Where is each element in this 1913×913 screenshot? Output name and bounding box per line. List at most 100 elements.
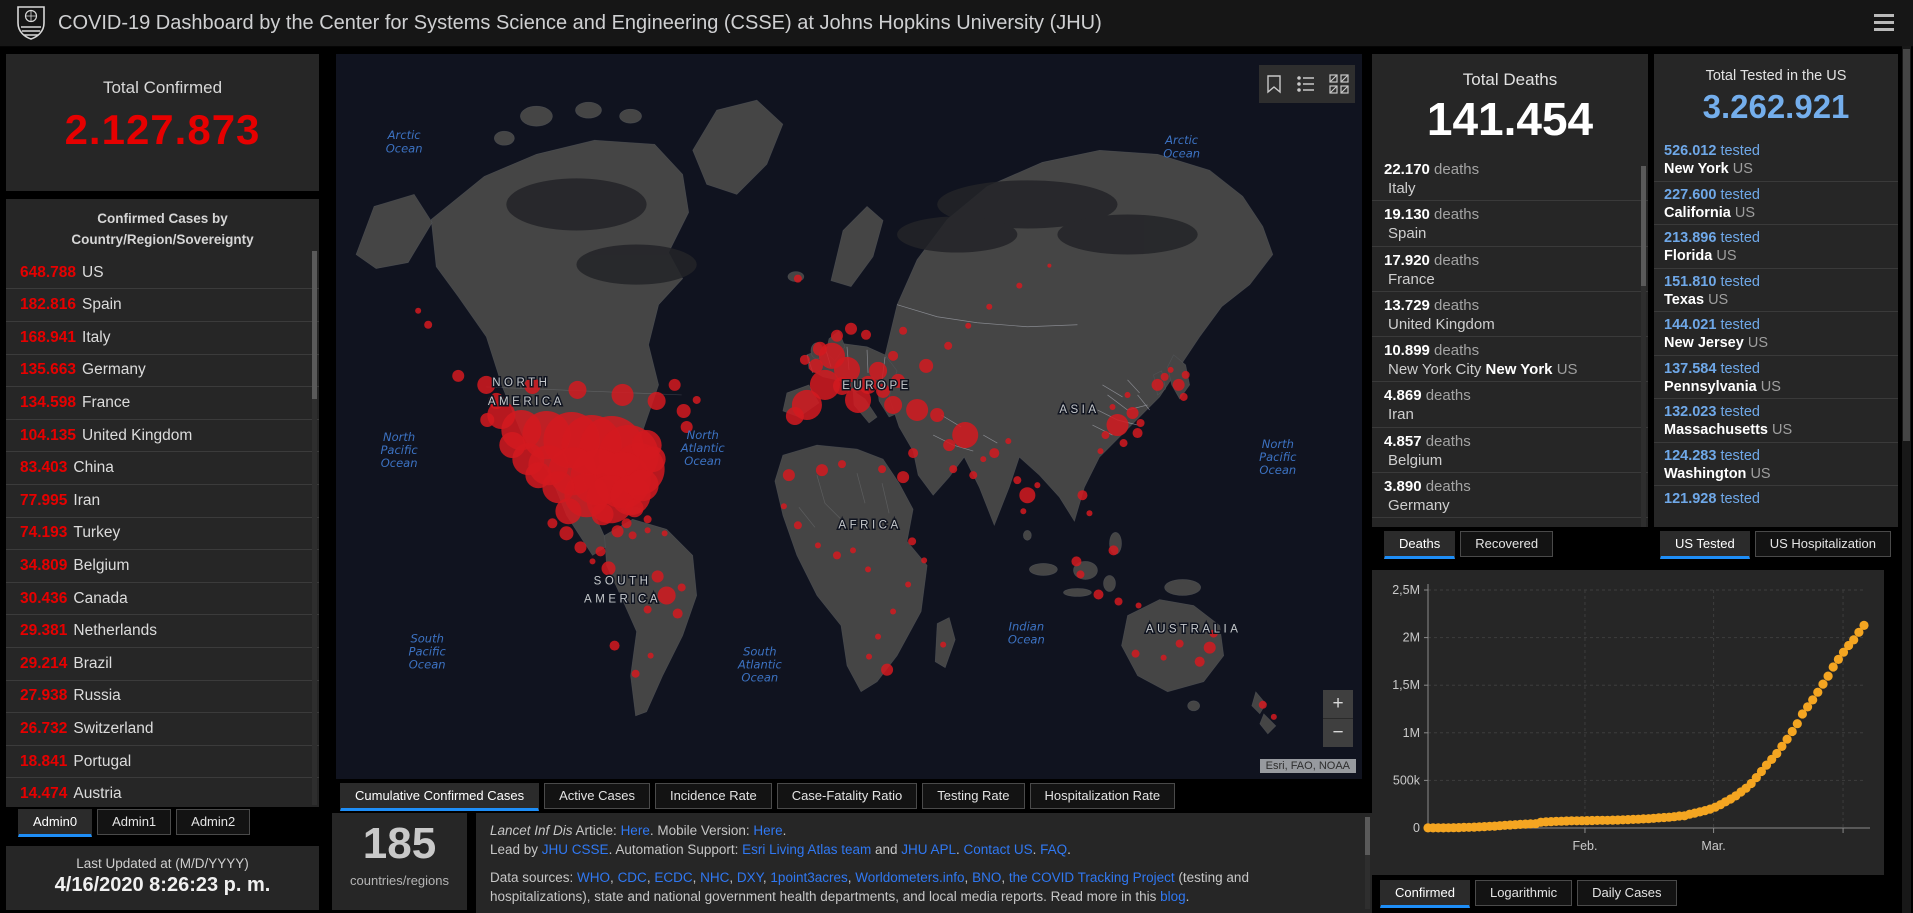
info-link[interactable]: WHO	[577, 870, 611, 885]
tab-deaths[interactable]: Deaths	[1384, 531, 1456, 559]
confirmed-row[interactable]: 14.474 Austria	[6, 778, 319, 807]
info-scrollbar[interactable]	[1365, 817, 1370, 909]
tab-us-hospitalization[interactable]: US Hospitalization	[1754, 531, 1891, 557]
bookmark-icon[interactable]	[1265, 74, 1283, 94]
tested-row[interactable]: 227.600 tested California US	[1654, 182, 1898, 225]
tested-row[interactable]: 151.810 tested Texas US	[1654, 269, 1898, 312]
tested-row[interactable]: 121.928 tested	[1654, 486, 1898, 527]
case-bubble	[643, 515, 652, 524]
death-row[interactable]: 10.899 deaths New York City New York US	[1372, 337, 1648, 383]
tab-testing-rate[interactable]: Testing Rate	[922, 783, 1025, 809]
confirmed-row[interactable]: 77.995 Iran	[6, 485, 319, 518]
death-row[interactable]: 17.920 deaths France	[1372, 247, 1648, 292]
case-bubbles[interactable]	[415, 263, 1277, 720]
confirmed-row[interactable]: 134.598 France	[6, 387, 319, 420]
tab-logarithmic[interactable]: Logarithmic	[1474, 880, 1573, 906]
info-link[interactable]: blog	[1160, 888, 1186, 904]
info-link[interactable]: FAQ	[1040, 841, 1068, 857]
case-bubble	[574, 541, 587, 554]
info-link[interactable]: 1point3acres	[770, 870, 848, 885]
case-bubble	[639, 446, 666, 473]
world-map[interactable]: Arctic Ocean Arctic Ocean North Pacific Ocean N…	[336, 54, 1362, 779]
info-link[interactable]: DXY	[736, 870, 763, 885]
case-bubble	[944, 341, 953, 350]
confirmed-row[interactable]: 182.816 Spain	[6, 289, 319, 323]
info-link[interactable]: Worldometers.info	[855, 870, 965, 885]
info-link[interactable]: Here	[620, 823, 650, 838]
confirmed-row[interactable]: 648.788 US	[6, 257, 319, 290]
confirmed-list-scrollbar[interactable]	[312, 251, 317, 805]
info-link[interactable]: Here	[753, 823, 783, 838]
info-link[interactable]: ECDC	[654, 870, 693, 885]
tested-row[interactable]: 213.896 tested Florida US	[1654, 225, 1898, 269]
info-link[interactable]: JHU APL	[901, 841, 957, 857]
tab-case-fatality-ratio[interactable]: Case-Fatality Ratio	[776, 783, 918, 809]
confirmed-row[interactable]: 83.403 China	[6, 452, 319, 485]
confirmed-row[interactable]: 26.732 Switzerland	[6, 713, 319, 746]
info-link[interactable]: Contact US	[963, 841, 1033, 857]
zoom-out-button[interactable]: −	[1332, 722, 1344, 743]
info-link[interactable]: Esri Living Atlas team	[742, 841, 872, 857]
case-bubble	[1016, 282, 1023, 289]
info-link[interactable]: the COVID Tracking Project	[1008, 870, 1175, 885]
confirmed-row[interactable]: 34.809 Belgium	[6, 550, 319, 583]
confirmed-row[interactable]: 29.381 Netherlands	[6, 615, 319, 648]
death-row[interactable]: 4.869 deaths Iran	[1372, 382, 1648, 428]
tab-incidence-rate[interactable]: Incidence Rate	[654, 783, 772, 809]
tab-confirmed[interactable]: Confirmed	[1380, 880, 1470, 908]
case-bubble	[890, 608, 897, 615]
confirmed-row[interactable]: 168.941 Italy	[6, 322, 319, 355]
hamburger-menu-icon[interactable]	[1869, 9, 1899, 37]
death-row[interactable]: 13.729 deaths United Kingdom	[1372, 292, 1648, 338]
case-bubble	[906, 398, 929, 422]
deaths-list-scrollbar[interactable]	[1641, 166, 1646, 527]
tested-row[interactable]: 144.021 tested New Jersey US	[1654, 312, 1898, 356]
tab-active-cases[interactable]: Active Cases	[544, 783, 650, 809]
confirmed-row[interactable]: 18.841 Portugal	[6, 746, 319, 779]
tab-daily-cases[interactable]: Daily Cases	[1577, 880, 1677, 906]
chart-point	[1859, 620, 1869, 630]
cumulative-cases-chart[interactable]: 0 500k 1M 1,5M 2M 2,5M Feb. Mar.	[1372, 570, 1884, 875]
tab-admin0[interactable]: Admin0	[18, 809, 93, 837]
legend-list-icon[interactable]	[1296, 75, 1316, 93]
page-scrollbar[interactable]	[1902, 46, 1911, 913]
tested-list: 526.012 tested New York US 227.600 tested C…	[1654, 138, 1898, 527]
info-link[interactable]: BNO	[972, 870, 1002, 885]
tab-cumulative-confirmed-cases[interactable]: Cumulative Confirmed Cases	[340, 783, 540, 811]
info-link[interactable]: NHC	[700, 870, 730, 885]
case-bubble	[1097, 448, 1104, 455]
tab-hospitalization-rate[interactable]: Hospitalization Rate	[1029, 783, 1176, 809]
basemap-grid-icon[interactable]	[1329, 74, 1349, 94]
death-row[interactable]: 19.130 deaths Spain	[1372, 201, 1648, 247]
tested-row[interactable]: 124.283 tested Washington US	[1654, 443, 1898, 486]
confirmed-row[interactable]: 29.214 Brazil	[6, 648, 319, 681]
confirmed-by-country-panel: Confirmed Cases by Country/Region/Sovere…	[6, 199, 319, 807]
case-bubble	[621, 518, 632, 529]
chart-series-points	[1423, 620, 1869, 833]
case-bubble	[888, 350, 899, 361]
death-row[interactable]: 4.857 deaths Belgium	[1372, 428, 1648, 474]
confirmed-row-country: Italy	[82, 328, 111, 346]
zoom-in-button[interactable]: +	[1332, 693, 1344, 714]
case-bubble	[452, 369, 465, 382]
case-bubble	[499, 432, 526, 459]
confirmed-row[interactable]: 74.193 Turkey	[6, 518, 319, 551]
tested-row[interactable]: 132.023 tested Massachusetts US	[1654, 399, 1898, 443]
tab-admin2[interactable]: Admin2	[176, 809, 251, 835]
tab-us-tested[interactable]: US Tested	[1660, 531, 1750, 559]
confirmed-row[interactable]: 30.436 Canada	[6, 583, 319, 616]
death-row[interactable]: 3.890 deaths Germany	[1372, 473, 1648, 519]
death-row[interactable]: 22.170 deaths Italy	[1372, 156, 1648, 202]
tested-row[interactable]: 137.584 tested Pennsylvania US	[1654, 356, 1898, 399]
tab-admin1[interactable]: Admin1	[97, 809, 172, 835]
confirmed-row[interactable]: 27.938 Russia	[6, 681, 319, 714]
confirmed-row[interactable]: 104.135 United Kingdom	[6, 420, 319, 453]
tested-row[interactable]: 526.012 tested New York US	[1654, 138, 1898, 182]
case-bubble	[799, 354, 810, 365]
info-link[interactable]: CDC	[617, 870, 647, 885]
info-link[interactable]: JHU CSSE	[541, 841, 609, 857]
tab-recovered[interactable]: Recovered	[1460, 531, 1554, 557]
confirmed-row[interactable]: 135.663 Germany	[6, 355, 319, 388]
